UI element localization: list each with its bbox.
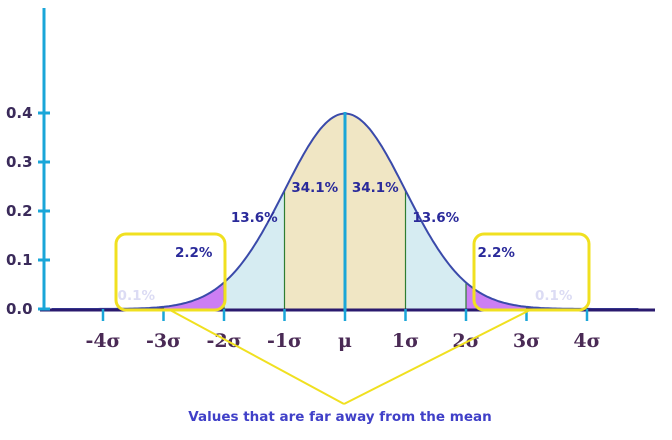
y-tick-label: 0.1 xyxy=(6,251,33,269)
x-tick-label: 3σ xyxy=(513,330,540,352)
region-4 xyxy=(345,113,406,309)
y-tick-label: 0.3 xyxy=(6,153,33,171)
region-label: 34.1% xyxy=(291,180,338,196)
annotation-layer: Values that are far away from the mean xyxy=(114,232,591,425)
region-label: 2.2% xyxy=(478,245,516,261)
labels-layer: 0.1% 2.2% 13.6% 34.1% 34.1% 13.6% 2.2% 0.1% xyxy=(118,180,573,304)
y-tick-label: 0.0 xyxy=(6,300,33,318)
region-label: 13.6% xyxy=(412,210,459,226)
x-tick-label: -3σ xyxy=(146,330,181,352)
y-tick-label: 0.2 xyxy=(6,202,33,220)
region-label: 0.1% xyxy=(118,288,156,304)
region-6 xyxy=(466,282,527,309)
region-label: 13.6% xyxy=(231,210,278,226)
region-3 xyxy=(284,113,345,309)
region-label: 34.1% xyxy=(352,180,399,196)
x-tick-label: -4σ xyxy=(85,330,120,352)
region-label: 2.2% xyxy=(175,245,213,261)
x-tick-label: 2σ xyxy=(452,330,479,352)
y-tick-label: 0.4 xyxy=(6,104,33,122)
x-tick-label: -1σ xyxy=(267,330,302,352)
annotation-text: Values that are far away from the mean xyxy=(188,409,491,425)
region-label: 0.1% xyxy=(535,288,573,304)
x-tick-label: μ xyxy=(338,330,352,352)
ticks-layer: 0.40.30.20.10.0-4σ -3σ -2σ -1σ μ 1σ 2σ 3σ 4σ xyxy=(6,104,601,352)
region-1 xyxy=(163,282,224,309)
pointer-line-right xyxy=(343,309,531,405)
x-tick-label: 4σ xyxy=(573,330,600,352)
x-tick-label: 1σ xyxy=(392,330,419,352)
highlight-box-right xyxy=(472,232,591,312)
pointer-line-left xyxy=(169,309,345,405)
